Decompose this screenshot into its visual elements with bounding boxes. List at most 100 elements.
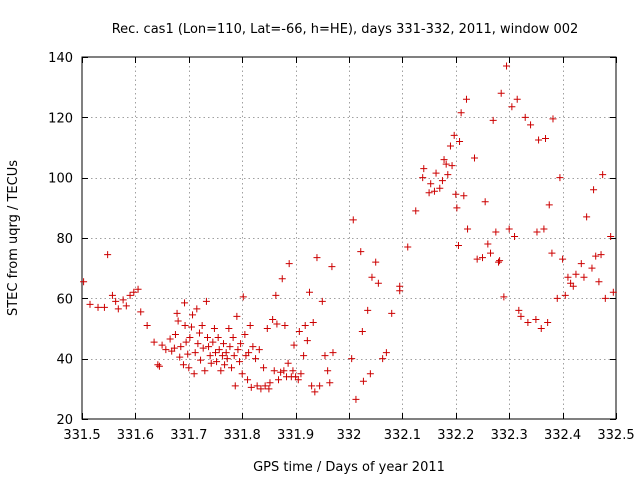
data-point [366, 370, 374, 378]
data-point [231, 382, 239, 390]
data-point [223, 355, 231, 363]
data-point [199, 344, 207, 352]
data-point [484, 240, 492, 248]
y-tick-label: 40 [56, 353, 73, 368]
data-point [318, 297, 326, 305]
data-point [195, 329, 203, 337]
data-point [577, 260, 585, 268]
data-point [313, 254, 321, 262]
data-point [495, 258, 503, 266]
data-point [311, 388, 319, 396]
axis-ticks: 331.5 331.6 331.7 331.8 331.9 332 332.1 332.2 33… [48, 51, 634, 443]
data-point [545, 201, 553, 209]
data-point [303, 337, 311, 345]
data-point [448, 162, 456, 170]
x-tick-label: 331.5 [63, 428, 100, 443]
data-point [517, 312, 525, 320]
data-point [457, 109, 465, 117]
data-point [207, 359, 215, 367]
data-point [214, 334, 222, 342]
y-tick-label: 140 [48, 51, 73, 66]
y-tick-label: 100 [48, 172, 73, 187]
data-point [260, 364, 268, 372]
data-point [236, 358, 244, 366]
data-point [181, 321, 189, 329]
y-tick-label: 120 [48, 111, 73, 126]
data-point [599, 171, 607, 179]
y-tick-label: 20 [56, 413, 73, 428]
data-point [388, 309, 396, 317]
y-tick-label: 60 [56, 292, 73, 307]
data-point [221, 361, 229, 369]
data-point [222, 349, 230, 357]
data-point [326, 379, 334, 387]
data-point [277, 368, 285, 376]
data-point [218, 352, 226, 360]
data-point [220, 340, 228, 348]
data-point [197, 356, 205, 364]
x-tick-label: 331.9 [277, 428, 314, 443]
data-point [454, 242, 462, 250]
data-point [181, 299, 189, 307]
data-point [583, 213, 591, 221]
data-point [225, 325, 233, 332]
data-point [137, 308, 145, 316]
data-point [470, 154, 478, 162]
data-point [281, 321, 289, 329]
data-point [553, 294, 561, 302]
data-point [193, 305, 201, 313]
x-tick-label: 332.4 [544, 428, 581, 443]
data-point [349, 216, 357, 224]
data-point [170, 344, 178, 352]
data-point [213, 358, 221, 366]
data-point [511, 232, 519, 240]
data-point [442, 160, 450, 168]
data-point [379, 355, 387, 363]
grid [82, 57, 616, 419]
data-point [496, 257, 504, 265]
data-point [524, 318, 532, 326]
data-point [270, 367, 278, 375]
data-point [301, 321, 309, 329]
data-point [289, 367, 297, 375]
data-point [601, 294, 609, 302]
data-point [515, 306, 523, 314]
data-point [374, 279, 382, 287]
data-point [358, 328, 366, 336]
data-point [126, 291, 134, 299]
data-point [158, 341, 166, 349]
data-point [191, 349, 199, 357]
data-point [295, 328, 303, 336]
data-point [513, 95, 521, 103]
data-point [228, 364, 236, 372]
data-point [590, 186, 598, 194]
data-point [607, 232, 615, 240]
data-point [446, 142, 454, 150]
data-point [500, 293, 508, 301]
data-point [316, 382, 324, 390]
data-point [230, 352, 238, 360]
data-point [357, 248, 365, 256]
data-point [238, 370, 246, 378]
data-point [269, 315, 277, 323]
data-point [252, 355, 260, 363]
data-point [540, 225, 548, 233]
x-tick-label: 332 [337, 428, 362, 443]
data-point [280, 367, 288, 375]
data-point [359, 377, 367, 385]
data-point [234, 346, 242, 354]
data-point [535, 136, 543, 144]
data-point [171, 331, 179, 339]
data-point [481, 198, 489, 206]
data-point [497, 89, 505, 97]
data-point [273, 320, 281, 328]
data-point [440, 156, 448, 164]
data-point [190, 370, 198, 378]
data-point [174, 317, 182, 325]
data-point [198, 321, 206, 329]
data-point [438, 177, 446, 185]
data-point [364, 306, 372, 314]
data-point [368, 273, 376, 281]
data-point [114, 305, 122, 313]
